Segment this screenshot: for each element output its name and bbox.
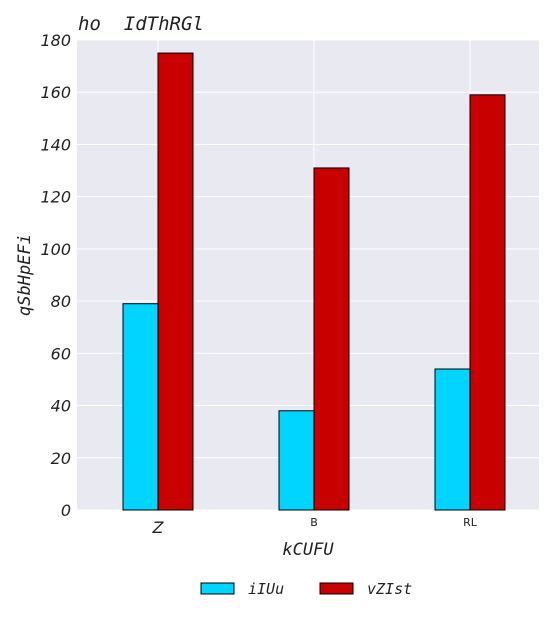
chart-title: ho IdThRGl: [78, 13, 204, 35]
bar-iIUu-Z: [122, 303, 159, 511]
y-tick-label: 40: [51, 397, 71, 416]
x-axis-ticks: Z B RL: [152, 516, 478, 537]
bar-vZIst-Z: [157, 52, 194, 511]
y-tick-label: 100: [40, 240, 71, 259]
y-tick-label: 180: [40, 31, 71, 50]
legend: iIUu vZIst: [200, 580, 412, 598]
bar-iIUu-RL: [434, 368, 471, 511]
legend-swatch: [319, 582, 354, 595]
y-tick-label: 120: [40, 188, 71, 207]
y-tick-label: 160: [40, 83, 71, 102]
x-tick-label: Z: [152, 518, 165, 537]
bar-vZIst-RL: [469, 94, 506, 511]
bar-iIUu-B: [278, 410, 315, 511]
y-axis-ticks: 0 20 40 60 80 100 120 140 160 180: [40, 31, 71, 520]
bars: [122, 52, 506, 511]
y-tick-label: 140: [40, 135, 71, 154]
y-tick-label: 20: [51, 449, 71, 468]
y-tick-label: 60: [51, 344, 71, 363]
y-tick-label: 80: [51, 292, 71, 311]
x-axis-label: kCUFU: [282, 540, 334, 560]
x-tick-label: B: [310, 516, 318, 529]
y-tick-label: 0: [61, 501, 71, 520]
legend-label: iIUu: [248, 580, 284, 598]
bar-vZIst-B: [313, 167, 350, 511]
legend-swatch: [200, 582, 235, 595]
y-axis-label: qSbHpEFi: [15, 234, 35, 316]
x-tick-label: RL: [463, 516, 478, 529]
legend-label: vZIst: [367, 580, 412, 598]
